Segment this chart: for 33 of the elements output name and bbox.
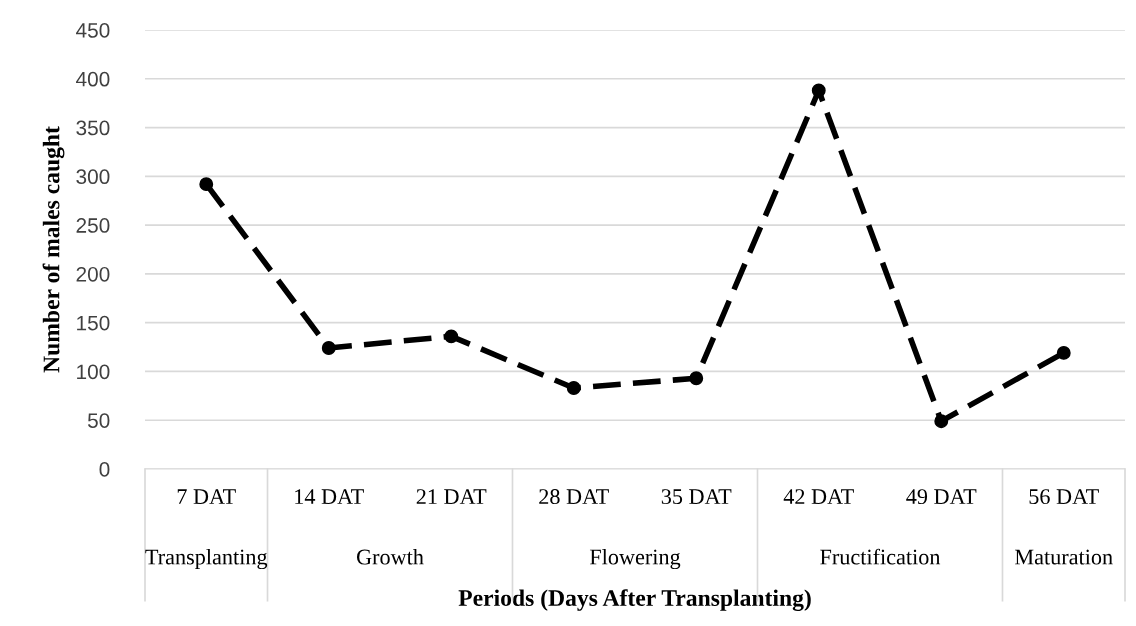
point [1056,345,1071,360]
x-tick-label: 14 DAT [295,489,364,504]
point [444,329,459,344]
x-tick-label: 42 DAT [783,489,854,504]
point [199,177,214,192]
text: Fructification [820,548,941,565]
text: Growth [356,548,424,565]
y-tick-label: 150 [77,315,110,331]
x-tick-label: 21 DAT [416,489,487,504]
point [566,381,581,395]
x-tick-label: 49 DAT [906,489,977,505]
y-tick-label: 350 [76,120,110,136]
y-tick-label: 400 [76,71,110,87]
y-axis-title: Number of males caught [42,126,65,373]
x-axis-title: Periods (Days After Transplanting) [458,589,811,611]
point [689,371,704,386]
point [321,341,336,355]
text: Flowering [589,548,681,570]
x-tick-label: 35 DAT [661,489,732,505]
y-tick-label: 200 [76,266,110,282]
y-tick-label: 250 [76,218,110,233]
y-tick-label: 50 [87,413,110,428]
y-tick-label: 100 [77,364,110,380]
text: Transplanting [145,548,268,570]
y-tick-label: 450 [76,23,110,38]
y-tick-label: 300 [76,169,110,185]
x-tick-label: 56 DAT [1029,489,1099,505]
x-tick-label: 28 DAT [539,489,609,505]
point [811,83,826,98]
y-tick-label: 0 [99,462,110,477]
x-tick-label: 7 DAT [177,489,236,504]
text: Maturation [1015,549,1113,565]
point [934,414,949,429]
